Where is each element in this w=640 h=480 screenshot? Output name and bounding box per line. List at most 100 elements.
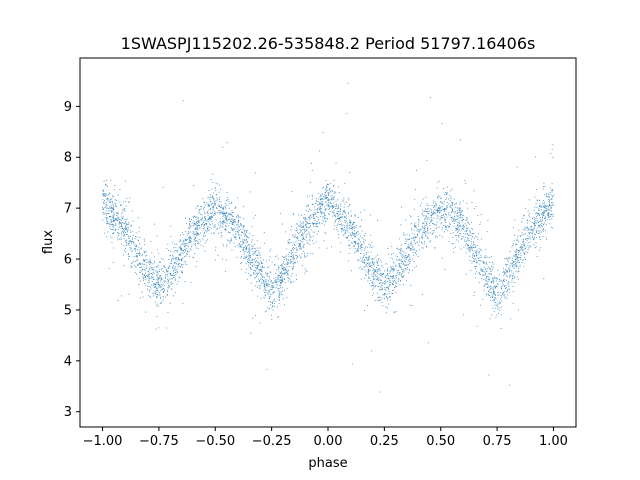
data-point (369, 264, 371, 266)
data-point (535, 203, 537, 205)
data-point (183, 245, 185, 247)
data-point (112, 225, 114, 227)
data-point (208, 205, 210, 207)
data-point (222, 223, 223, 225)
data-point (407, 272, 409, 274)
data-point (471, 236, 473, 238)
data-point (320, 198, 322, 200)
data-point (378, 286, 380, 288)
data-point (159, 277, 161, 279)
data-point (382, 294, 384, 296)
data-point (402, 269, 404, 271)
data-point (167, 271, 169, 273)
data-point (156, 281, 158, 283)
data-point (200, 214, 202, 215)
data-point (329, 198, 331, 200)
data-point (300, 230, 302, 231)
data-point (534, 218, 536, 220)
data-point (239, 243, 240, 245)
data-point (476, 325, 478, 327)
data-point (497, 278, 498, 280)
data-point (533, 243, 535, 245)
data-point (280, 271, 282, 273)
data-point (357, 239, 359, 241)
data-point (362, 268, 364, 270)
data-point (232, 219, 234, 221)
data-point (447, 192, 449, 194)
data-point (125, 228, 127, 230)
data-point (324, 192, 326, 194)
data-point (336, 203, 338, 205)
data-point (149, 291, 150, 292)
data-point (548, 194, 550, 196)
data-point (206, 220, 208, 222)
data-point (459, 139, 461, 141)
data-point (372, 258, 374, 260)
data-point (409, 257, 411, 259)
data-point (422, 232, 424, 234)
data-point (433, 200, 435, 202)
data-point (489, 289, 491, 291)
data-point (263, 242, 265, 244)
data-point (477, 244, 478, 246)
data-point (211, 188, 213, 190)
data-point (224, 220, 226, 222)
data-point (544, 230, 546, 231)
data-point (419, 229, 421, 231)
data-point (201, 220, 203, 222)
data-point (218, 211, 220, 213)
data-point (352, 237, 353, 239)
data-point (536, 255, 538, 257)
data-point (346, 225, 348, 227)
data-point (185, 260, 187, 262)
data-point (179, 245, 181, 247)
data-point (387, 299, 389, 301)
data-point (128, 255, 130, 257)
data-point (543, 206, 545, 207)
data-point (429, 231, 431, 233)
data-point (153, 284, 155, 286)
data-point (208, 204, 210, 206)
data-point (279, 279, 281, 280)
data-point (329, 202, 331, 204)
data-point (302, 241, 304, 243)
data-point (223, 221, 224, 223)
data-point (489, 318, 491, 320)
data-point (285, 270, 287, 272)
data-point (255, 268, 257, 270)
data-point (163, 292, 164, 293)
data-point (357, 231, 359, 233)
data-point (527, 245, 529, 247)
data-point (354, 221, 356, 223)
data-point (267, 280, 269, 282)
data-point (465, 231, 467, 233)
data-point (119, 222, 121, 223)
data-point (517, 276, 519, 278)
data-point (252, 259, 254, 261)
data-point (137, 240, 139, 242)
data-point (149, 268, 151, 269)
data-point (361, 249, 362, 251)
data-point (126, 224, 128, 226)
data-point (520, 255, 522, 257)
data-point (538, 212, 540, 214)
data-point (254, 277, 256, 279)
data-point (114, 199, 116, 201)
data-point (259, 285, 261, 287)
data-point (277, 288, 279, 289)
data-point (244, 234, 246, 236)
data-point (311, 222, 313, 224)
data-point (277, 284, 279, 286)
data-point (519, 247, 521, 249)
data-point (294, 244, 295, 245)
data-point (542, 186, 544, 187)
data-point (132, 260, 134, 262)
data-point (402, 264, 404, 265)
data-point (383, 294, 385, 296)
data-point (268, 259, 270, 261)
data-point (506, 271, 508, 273)
data-point (129, 223, 131, 225)
data-point (431, 212, 433, 214)
data-point (103, 203, 105, 205)
data-point (538, 221, 540, 222)
